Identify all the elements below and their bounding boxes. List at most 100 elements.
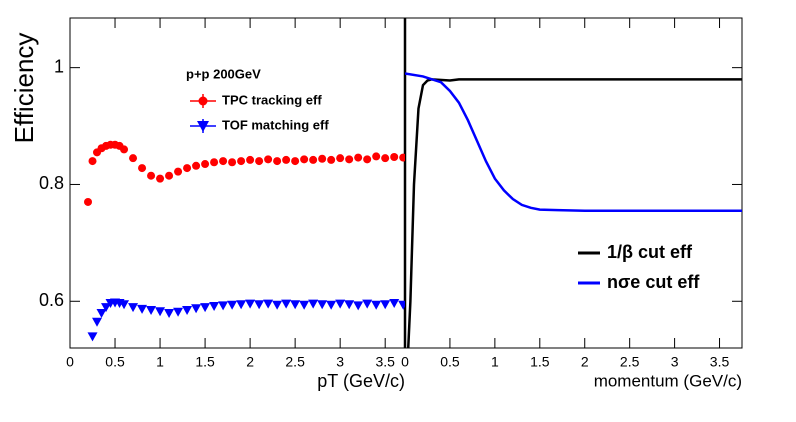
x-tick-label: 2.5 xyxy=(285,354,305,370)
data-point xyxy=(155,307,166,317)
right-frame xyxy=(404,17,743,349)
data-point xyxy=(236,300,247,310)
data-point xyxy=(309,155,318,164)
data-point xyxy=(191,304,202,314)
data-point xyxy=(210,158,219,167)
x-tick-label: 1.5 xyxy=(530,354,550,370)
data-point xyxy=(398,300,405,310)
data-point xyxy=(92,317,103,327)
x-tick-label: 0.5 xyxy=(440,354,460,370)
legend-swatch xyxy=(197,121,209,132)
data-point xyxy=(192,161,201,170)
legend-label: nσe cut eff xyxy=(607,272,700,292)
data-point xyxy=(336,154,345,163)
data-point xyxy=(399,153,405,162)
x-tick-label: 2.5 xyxy=(620,354,640,370)
data-point xyxy=(174,167,183,176)
data-point xyxy=(119,300,130,310)
data-point xyxy=(209,301,220,311)
x-tick-label: 3 xyxy=(336,354,344,370)
data-point xyxy=(380,300,391,310)
x-tick-label: 3.5 xyxy=(375,354,395,370)
x-tick-label: 1 xyxy=(156,354,164,370)
data-point xyxy=(96,308,107,318)
data-point xyxy=(182,306,193,316)
data-point xyxy=(246,155,255,164)
data-point xyxy=(84,197,93,206)
data-point xyxy=(138,164,147,173)
data-point xyxy=(183,164,192,173)
x-tick-label: 0 xyxy=(401,354,409,370)
data-point xyxy=(327,155,336,164)
data-point xyxy=(245,299,256,309)
x-tick-label: 0.5 xyxy=(105,354,125,370)
data-point xyxy=(389,299,400,309)
x-tick-label: 2 xyxy=(246,354,254,370)
data-point xyxy=(201,160,210,169)
data-point xyxy=(87,332,98,342)
data-point xyxy=(363,155,372,164)
data-point xyxy=(353,301,364,311)
x-axis-label: momentum (GeV/c) xyxy=(594,371,742,390)
data-point xyxy=(291,157,300,166)
data-point xyxy=(147,171,156,180)
data-point xyxy=(129,154,138,163)
data-point xyxy=(281,299,292,309)
y-tick-label: 1 xyxy=(54,56,64,76)
legend-label: TOF matching eff xyxy=(222,117,329,132)
data-point xyxy=(173,307,184,317)
data-point xyxy=(88,157,97,166)
data-point xyxy=(390,153,399,162)
data-point xyxy=(344,300,355,310)
legend-label: 1/β cut eff xyxy=(607,242,693,262)
data-point xyxy=(263,299,274,309)
data-point xyxy=(164,308,175,318)
data-point xyxy=(254,300,265,310)
data-point xyxy=(345,155,354,164)
data-point xyxy=(362,299,373,309)
data-point xyxy=(120,145,129,154)
data-point xyxy=(290,300,301,310)
data-point xyxy=(354,153,363,162)
data-point xyxy=(273,157,282,166)
data-point xyxy=(137,304,148,314)
data-point xyxy=(255,157,264,166)
data-point xyxy=(228,158,237,167)
data-point xyxy=(218,301,229,311)
data-point xyxy=(317,300,328,310)
data-point xyxy=(282,155,291,164)
data-point xyxy=(219,157,228,166)
data-point xyxy=(237,157,246,166)
x-tick-label: 2 xyxy=(581,354,589,370)
y-axis-label: Efficiency xyxy=(9,33,39,144)
data-point xyxy=(381,154,390,163)
data-point xyxy=(165,171,174,180)
x-tick-label: 3 xyxy=(671,354,679,370)
data-point xyxy=(128,303,139,313)
data-point xyxy=(227,300,238,310)
data-point xyxy=(200,303,211,313)
data-point xyxy=(101,303,112,313)
data-point xyxy=(326,300,337,310)
x-tick-label: 0 xyxy=(66,354,74,370)
legend-swatch xyxy=(198,96,208,106)
x-tick-label: 1.5 xyxy=(195,354,215,370)
x-axis-label: pT (GeV/c) xyxy=(317,371,405,391)
data-point xyxy=(371,300,382,310)
data-point xyxy=(372,152,381,161)
data-point xyxy=(146,306,157,316)
plot-area xyxy=(405,72,742,348)
data-point xyxy=(299,300,310,310)
data-point xyxy=(272,300,283,310)
x-tick-label: 1 xyxy=(491,354,499,370)
y-tick-label: 0.8 xyxy=(39,173,64,193)
y-tick-label: 0.6 xyxy=(39,290,64,310)
line-series xyxy=(406,78,742,348)
plot-area xyxy=(84,140,405,342)
data-point xyxy=(156,174,165,183)
line-series xyxy=(405,72,742,212)
x-tick-label: 3.5 xyxy=(710,354,730,370)
data-point xyxy=(308,299,319,309)
legend-label: TPC tracking eff xyxy=(222,92,322,107)
